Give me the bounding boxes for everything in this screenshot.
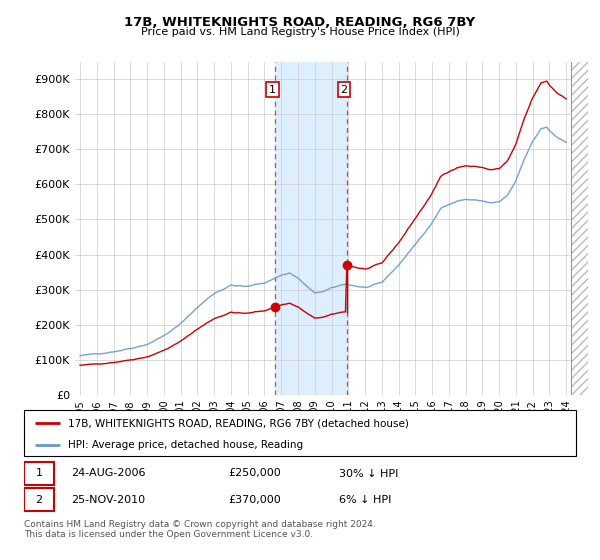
Bar bbox=[571, 62, 588, 395]
Text: 24-AUG-2006: 24-AUG-2006 bbox=[71, 469, 145, 478]
Text: 2: 2 bbox=[341, 85, 347, 95]
Text: 6% ↓ HPI: 6% ↓ HPI bbox=[338, 495, 391, 505]
Text: 30% ↓ HPI: 30% ↓ HPI bbox=[338, 469, 398, 478]
Text: 1: 1 bbox=[269, 85, 276, 95]
FancyBboxPatch shape bbox=[24, 462, 55, 485]
Bar bbox=[571, 62, 588, 395]
Text: 17B, WHITEKNIGHTS ROAD, READING, RG6 7BY (detached house): 17B, WHITEKNIGHTS ROAD, READING, RG6 7BY… bbox=[68, 418, 409, 428]
Text: Price paid vs. HM Land Registry's House Price Index (HPI): Price paid vs. HM Land Registry's House … bbox=[140, 27, 460, 37]
Text: 25-NOV-2010: 25-NOV-2010 bbox=[71, 495, 145, 505]
Text: Contains HM Land Registry data © Crown copyright and database right 2024.
This d: Contains HM Land Registry data © Crown c… bbox=[24, 520, 376, 539]
Text: HPI: Average price, detached house, Reading: HPI: Average price, detached house, Read… bbox=[68, 440, 303, 450]
Text: 17B, WHITEKNIGHTS ROAD, READING, RG6 7BY: 17B, WHITEKNIGHTS ROAD, READING, RG6 7BY bbox=[124, 16, 476, 29]
FancyBboxPatch shape bbox=[24, 488, 55, 511]
Text: £250,000: £250,000 bbox=[228, 469, 281, 478]
FancyBboxPatch shape bbox=[24, 410, 576, 456]
Text: £370,000: £370,000 bbox=[228, 495, 281, 505]
Text: 1: 1 bbox=[35, 469, 43, 478]
Bar bbox=[275, 62, 347, 395]
Text: 2: 2 bbox=[35, 495, 43, 505]
